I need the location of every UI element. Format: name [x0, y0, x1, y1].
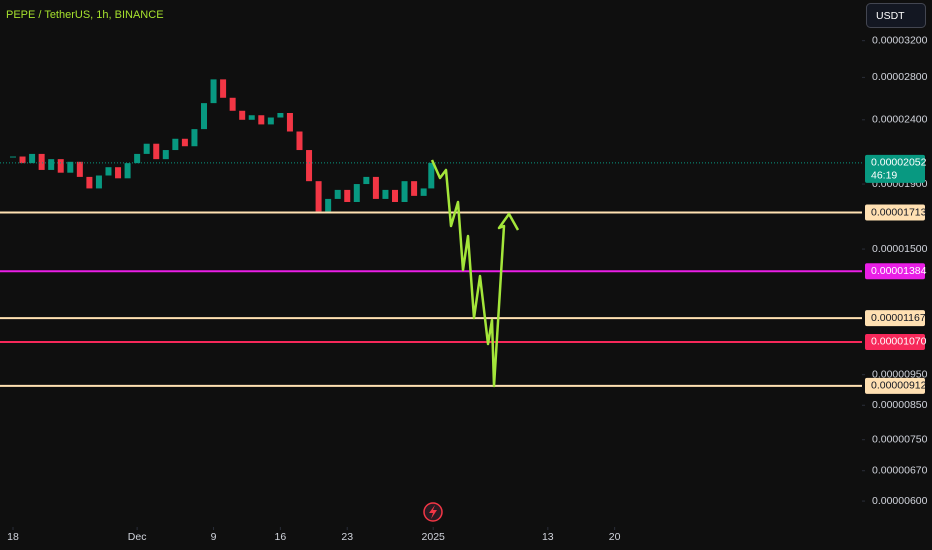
candle: [143, 143, 150, 154]
candle: [258, 115, 265, 125]
candle: [67, 161, 74, 173]
candle: [200, 103, 207, 130]
candle: [134, 153, 141, 164]
x-tick-label: 20: [609, 531, 621, 543]
x-tick-label: 18: [7, 531, 19, 543]
candle: [86, 176, 93, 189]
symbol-title: PEPE / TetherUS, 1h, BINANCE: [6, 9, 164, 21]
price-tag: [865, 154, 925, 183]
candle: [420, 188, 427, 196]
candle: [191, 129, 198, 147]
level-tag: [865, 377, 925, 394]
x-tick-label: 23: [341, 531, 353, 543]
level-tag-label: 0.00001713: [871, 206, 927, 218]
candle: [286, 113, 293, 132]
candle: [57, 159, 64, 173]
y-tick-label: 0.00000950: [872, 368, 928, 380]
candle: [172, 138, 179, 151]
countdown: 46:19: [871, 170, 897, 182]
level-tag: [865, 204, 925, 221]
candle: [210, 79, 217, 104]
candle: [181, 138, 188, 147]
candle: [401, 181, 408, 202]
candle: [115, 167, 122, 179]
candle: [9, 156, 16, 158]
y-tick-label: 0.00000850: [872, 399, 928, 411]
currency-button[interactable]: [866, 3, 926, 28]
candle: [372, 176, 379, 199]
candle: [344, 189, 351, 202]
level-tag-label: 0.00001384: [871, 265, 927, 277]
currency-label[interactable]: USDT: [876, 10, 905, 22]
x-tick-label: 9: [211, 531, 217, 543]
candle: [411, 181, 418, 196]
candle: [325, 198, 332, 212]
candle: [48, 159, 55, 170]
candle: [296, 131, 303, 151]
candle: [315, 181, 322, 212]
level-tag: [865, 333, 925, 350]
candle: [334, 189, 341, 199]
candle: [76, 161, 83, 177]
candle: [19, 156, 26, 164]
y-tick-label: 0.00000600: [872, 495, 928, 507]
level-tag-label: 0.00000912: [871, 380, 927, 392]
x-tick-label: 16: [275, 531, 287, 543]
y-tick-label: 0.00002400: [872, 114, 928, 126]
candle: [353, 184, 360, 202]
candle: [38, 153, 45, 170]
level-tag-label: 0.00001167: [871, 312, 926, 324]
x-tick-label: Dec: [128, 531, 147, 543]
candle: [277, 113, 284, 118]
candle: [220, 79, 227, 98]
candle: [391, 189, 398, 202]
candle: [124, 163, 131, 179]
level-tag: [865, 263, 925, 280]
y-tick-label: 0.00001500: [872, 243, 928, 255]
candle: [428, 162, 435, 189]
candle: [229, 97, 236, 111]
x-tick-label: 13: [542, 531, 554, 543]
y-tick-label: 0.00002800: [872, 71, 928, 83]
candle: [267, 117, 274, 125]
y-tick-label: 0.00003200: [872, 34, 928, 46]
candle: [382, 189, 389, 199]
candle: [248, 115, 255, 120]
candle: [306, 150, 313, 182]
candle: [239, 110, 246, 120]
candle: [29, 153, 36, 164]
lightning: [429, 505, 437, 519]
projection-arrow: [430, 159, 520, 388]
level-tag-label: 0.00001070: [871, 336, 927, 348]
candle: [153, 143, 160, 160]
y-tick-label: 0.00000750: [872, 433, 928, 445]
level-tag: [865, 310, 925, 327]
candle: [95, 175, 102, 189]
x-tick-label: 2025: [422, 531, 446, 543]
chart-layer: 0.000032000.000028000.000024000.00001900…: [0, 34, 928, 543]
y-tick-label: 0.00000670: [872, 465, 928, 477]
price-tag-label: 0.00002052: [871, 157, 927, 169]
candle: [105, 167, 112, 176]
candle: [363, 176, 370, 185]
candle: [162, 150, 169, 160]
